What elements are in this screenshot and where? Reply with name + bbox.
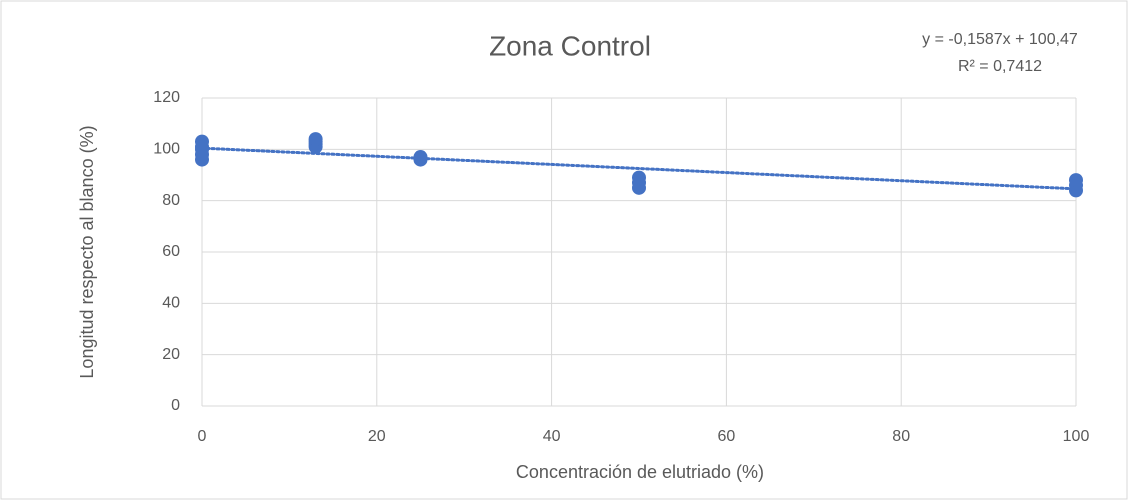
y-tick-label: 40 [162, 295, 180, 312]
chart-title: Zona Control [489, 30, 651, 61]
y-tick-label: 120 [153, 89, 180, 106]
y-tick-label: 0 [171, 397, 180, 414]
point [195, 134, 209, 149]
x-tick-label: 0 [198, 428, 207, 445]
y-tick-label: 80 [162, 192, 180, 209]
y-tick-label: 60 [162, 243, 180, 260]
x-tick-label: 20 [368, 428, 386, 445]
y-tick-label: 20 [162, 346, 180, 363]
x-tick-label: 60 [718, 428, 736, 445]
trendline [200, 146, 1078, 191]
x-tick-label: 100 [1063, 428, 1090, 445]
point [413, 150, 428, 165]
point [308, 132, 323, 147]
point [632, 170, 646, 185]
equation: y = -0,1587x + 100,47 [922, 31, 1078, 48]
x-tick-label: 80 [892, 428, 910, 445]
x-tick-label: 40 [543, 428, 561, 445]
point [1069, 173, 1083, 188]
x-axis-label: Concentración de elutriado (%) [516, 462, 764, 482]
y-axis-label: Longitud respecto al blanco (%) [77, 125, 97, 378]
r-squared: R² = 0,7412 [958, 58, 1042, 75]
y-tick-label: 100 [153, 141, 180, 158]
